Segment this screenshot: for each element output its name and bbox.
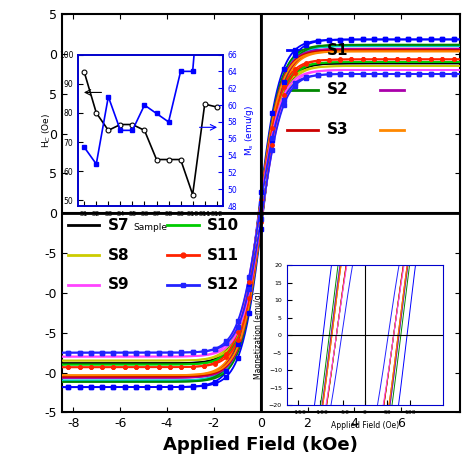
Text: S2: S2 (327, 82, 348, 97)
Text: S12: S12 (207, 277, 239, 292)
Text: S3: S3 (327, 122, 348, 137)
X-axis label: Applied Field (kOe): Applied Field (kOe) (163, 436, 358, 454)
Text: S8: S8 (108, 247, 129, 263)
X-axis label: Applied Field (Oe): Applied Field (Oe) (331, 421, 399, 430)
Text: S7: S7 (108, 218, 129, 233)
Text: S1: S1 (327, 43, 348, 57)
Y-axis label: Magnetization (emu/g): Magnetization (emu/g) (254, 292, 263, 379)
Text: S11: S11 (207, 247, 239, 263)
Text: S9: S9 (108, 277, 129, 292)
Y-axis label: M$_s$ (emu/g): M$_s$ (emu/g) (243, 105, 256, 156)
Text: S10: S10 (207, 218, 239, 233)
X-axis label: Sample: Sample (134, 223, 167, 232)
Y-axis label: H$_C$ (Oe): H$_C$ (Oe) (41, 113, 53, 148)
